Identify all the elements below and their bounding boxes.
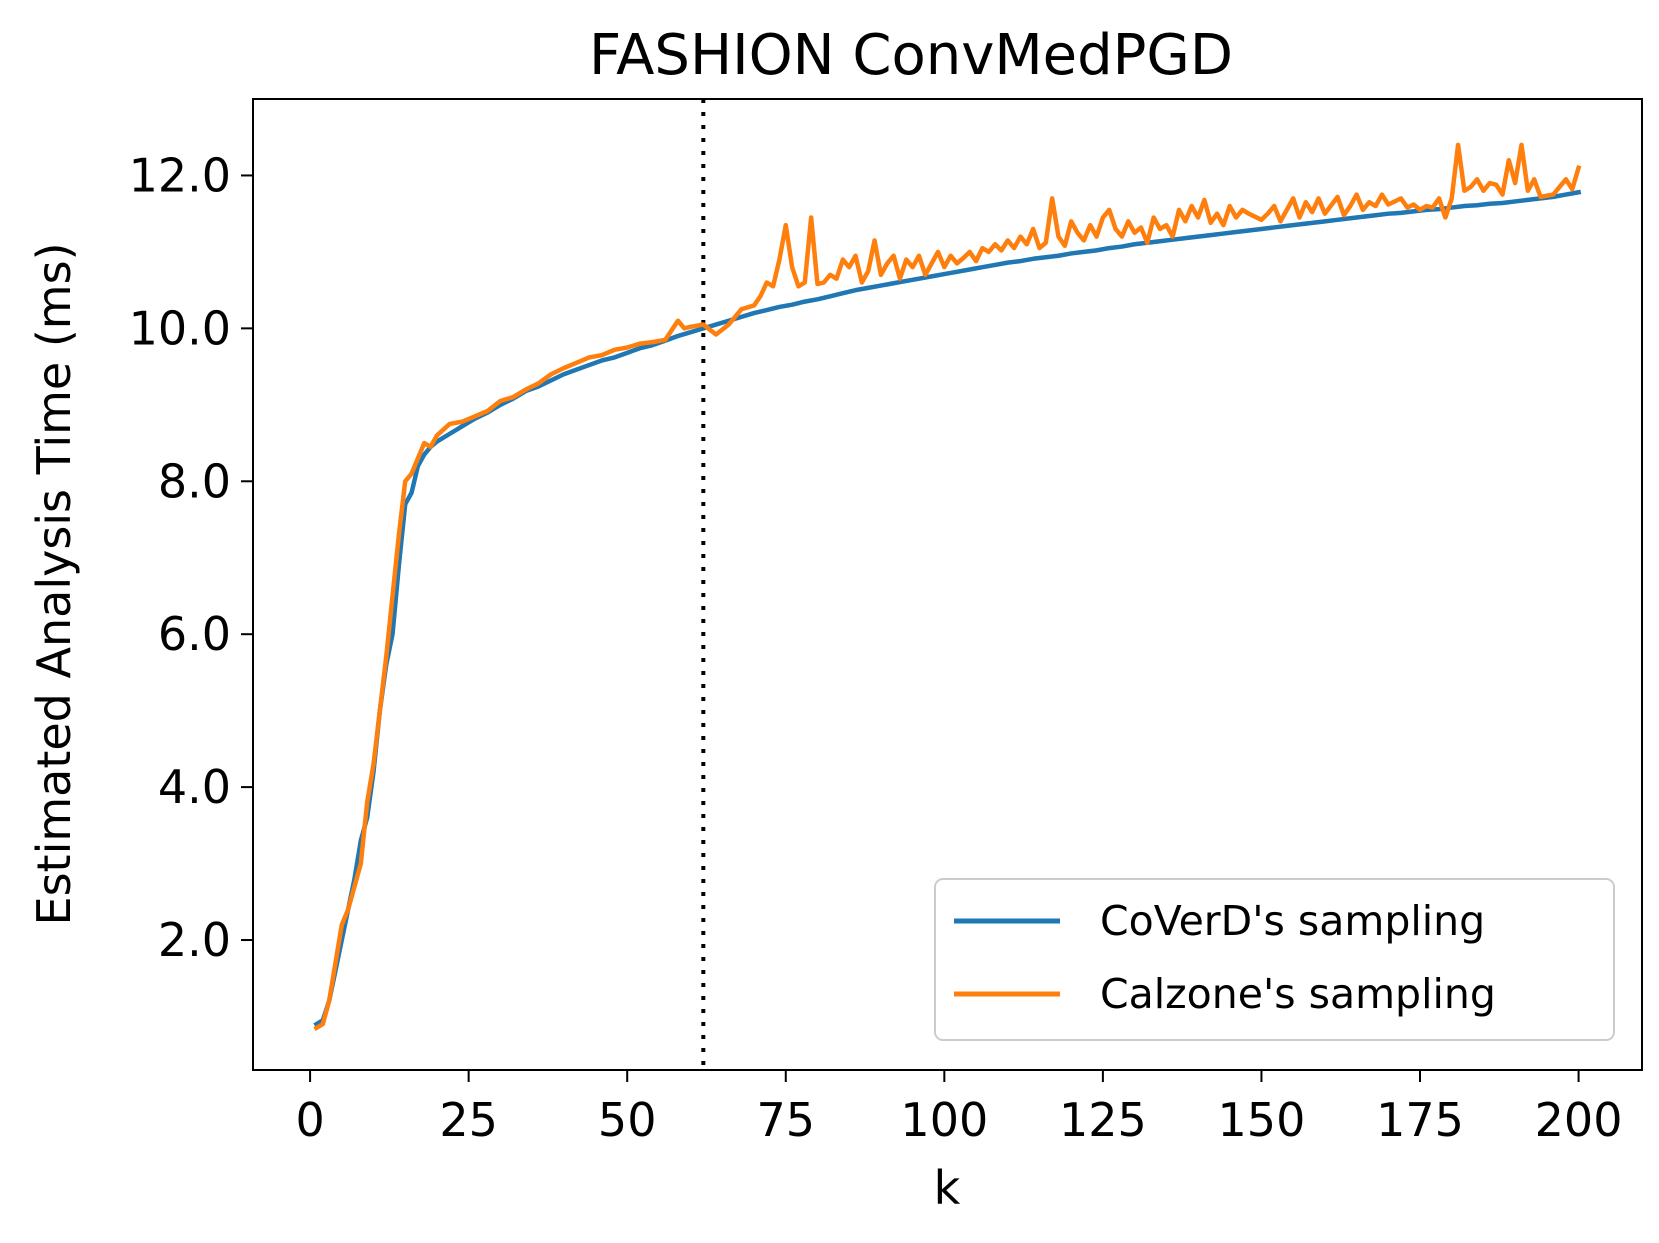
ticks-layer: 0 25 50 75 100 125 150 175 200 2.0 4.0 6.0 8.0 10.0 12… [129, 148, 1623, 1147]
y-tick-label: 6.0 [158, 607, 231, 661]
y-tick-label: 4.0 [158, 760, 231, 814]
legend: CoVerD's sampling Calzone's sampling [934, 878, 1615, 1041]
x-tick-label: 50 [598, 1093, 657, 1147]
legend-label-calzone: Calzone's sampling [1100, 970, 1496, 1018]
x-tick-label: 75 [756, 1093, 815, 1147]
x-tick-label: 200 [1535, 1093, 1623, 1147]
series-line-1 [313, 142, 1582, 1032]
x-tick-label: 175 [1376, 1093, 1464, 1147]
data-layer [313, 99, 1582, 1070]
y-tick-label: 12.0 [129, 148, 231, 202]
plot-frame [252, 98, 1643, 1071]
y-axis-label: Estimated Analysis Time (ms) [27, 242, 81, 925]
y-tick-label: 2.0 [158, 913, 231, 967]
x-tick-label: 150 [1218, 1093, 1306, 1147]
x-tick-label: 100 [900, 1093, 988, 1147]
chart-title: FASHION ConvMedPGD [589, 23, 1233, 88]
x-tick-label: 0 [295, 1093, 324, 1147]
y-tick-label: 8.0 [158, 454, 231, 508]
x-tick-label: 125 [1059, 1093, 1147, 1147]
x-axis-label: k [934, 1161, 961, 1215]
legend-label-coverd: CoVerD's sampling [1100, 897, 1485, 945]
y-tick-label: 10.0 [129, 301, 231, 355]
x-tick-label: 25 [439, 1093, 498, 1147]
legend-box [934, 878, 1615, 1041]
